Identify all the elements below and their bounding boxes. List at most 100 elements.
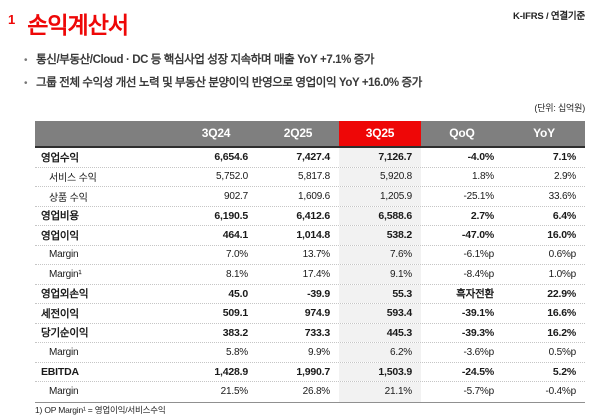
row-value: 1,609.6 (298, 190, 330, 202)
row-value: 7,126.7 (339, 148, 421, 167)
table-row: 서비스 수익 5,752.0 5,817.8 5,920.8 1.8% 2.9% (35, 167, 585, 187)
row-value: 6,412.6 (296, 209, 330, 222)
row-value: 9.9% (308, 346, 330, 358)
row-value: 16.6% (547, 307, 576, 320)
row-label: 영업비용 (41, 210, 79, 223)
row-label: 영업외손익 (41, 288, 89, 301)
row-value: 5.8% (226, 346, 248, 358)
table-header-label (35, 121, 175, 146)
table-header-2q25: 2Q25 (283, 126, 313, 140)
page-title: 손익계산서 (27, 12, 129, 38)
row-value: 1,428.9 (214, 365, 248, 378)
row-value: 5.2% (552, 365, 576, 378)
table-row: 상품 수익 902.7 1,609.6 1,205.9 -25.1% 33.6% (35, 187, 585, 207)
table-row: 세전이익 509.1 974.9 593.4 -39.1% 16.6% (35, 304, 585, 324)
table-header-3q24: 3Q24 (201, 126, 231, 140)
row-value: 538.2 (339, 226, 421, 245)
row-value: 383.2 (222, 326, 248, 339)
table-row: Margin 7.0% 13.7% 7.6% -6.1%p 0.6%p (35, 245, 585, 265)
row-value: 445.3 (339, 323, 421, 342)
row-value: -5.7%p (463, 386, 495, 398)
table-row: Margin¹ 8.1% 17.4% 9.1% -8.4%p 1.0%p (35, 265, 585, 285)
row-value: 593.4 (339, 304, 421, 323)
bullet-item: 통신/부동산/Cloud · DC 등 핵심사업 성장 지속하며 매출 YoY … (24, 49, 422, 72)
row-value: 464.1 (222, 229, 248, 242)
row-value: 17.4% (302, 268, 331, 280)
table-header-qoq: QoQ (449, 126, 475, 140)
row-label: 서비스 수익 (49, 173, 97, 185)
row-value: -39.9 (307, 287, 330, 300)
row-value: 7,427.4 (296, 151, 330, 164)
row-value: 7.1% (552, 151, 576, 164)
title-row: 1 손익계산서 (8, 11, 129, 39)
row-label: Margin (49, 249, 79, 261)
row-value: 22.9% (547, 287, 576, 300)
row-value: -6.1%p (463, 249, 495, 261)
row-value: 6,654.6 (214, 151, 248, 164)
table-header-yoy: YoY (533, 126, 555, 140)
row-value: 21.1% (339, 382, 421, 402)
row-label: Margin (49, 346, 79, 358)
row-value: 21.5% (220, 386, 249, 398)
row-value: 733.3 (304, 326, 330, 339)
income-statement-table: 3Q24 2Q25 3Q25 QoQ YoY 영업수익 6,654.6 7,427.4 7,12… (35, 121, 585, 403)
row-value: -39.3% (461, 326, 494, 339)
row-value: 7.6% (339, 245, 421, 264)
row-label: 상품 수익 (49, 192, 88, 204)
row-label: Margin¹ (49, 268, 82, 280)
row-value: -4.0% (467, 151, 495, 164)
row-value: 5,817.8 (298, 171, 330, 183)
table-header-3q25: 3Q25 (339, 121, 421, 146)
row-value: 974.9 (304, 307, 330, 320)
row-value: -47.0% (461, 229, 494, 242)
table-row: 영업이익 464.1 1,014.8 538.2 -47.0% 16.0% (35, 226, 585, 246)
row-value: 6.2% (339, 343, 421, 362)
row-label: 세전이익 (41, 307, 79, 320)
row-value: -39.1% (461, 307, 494, 320)
row-value: 45.0 (228, 287, 248, 300)
row-value: 2.9% (554, 171, 576, 183)
table-row: Margin 21.5% 26.8% 21.1% -5.7%p -0.4%p (35, 382, 585, 402)
row-label: 당기순이익 (41, 327, 89, 340)
row-value: 8.1% (226, 268, 248, 280)
table-row: 영업비용 6,190.5 6,412.6 6,588.6 2.7% 6.4% (35, 206, 585, 226)
row-value: 7.0% (226, 249, 248, 261)
row-value: 1.8% (472, 171, 494, 183)
row-value: 흑자전환 (456, 288, 494, 301)
row-value: 1,503.9 (339, 362, 421, 381)
row-value: 16.0% (547, 229, 576, 242)
row-value: 0.6%p (548, 249, 577, 261)
row-value: 1.0%p (548, 268, 577, 280)
row-value: 902.7 (223, 190, 248, 202)
row-value: 0.5%p (548, 346, 577, 358)
bullet-item: 그룹 전체 수익성 개선 노력 및 부동산 분양이익 반영으로 영업이익 YoY… (24, 72, 422, 95)
summary-bullets: 통신/부동산/Cloud · DC 등 핵심사업 성장 지속하며 매출 YoY … (24, 49, 422, 95)
slide-number: 1 (8, 12, 16, 27)
row-value: 13.7% (302, 249, 331, 261)
row-value: 1,205.9 (339, 187, 421, 206)
row-value: -3.6%p (463, 346, 495, 358)
row-value: 16.2% (547, 326, 576, 339)
row-value: -24.5% (461, 365, 494, 378)
row-value: 1,014.8 (296, 229, 330, 242)
row-value: 5,920.8 (339, 167, 421, 186)
table-row: 영업수익 6,654.6 7,427.4 7,126.7 -4.0% 7.1% (35, 148, 585, 168)
row-label: 영업수익 (41, 151, 79, 164)
reporting-standard-label: K-IFRS / 연결기준 (513, 11, 585, 22)
table-row: Margin 5.8% 9.9% 6.2% -3.6%p 0.5%p (35, 343, 585, 363)
row-value: -8.4%p (463, 268, 495, 280)
row-value: 6,588.6 (339, 206, 421, 225)
row-value: 55.3 (339, 284, 421, 303)
table-row: 당기순이익 383.2 733.3 445.3 -39.3% 16.2% (35, 323, 585, 343)
table-header-row: 3Q24 2Q25 3Q25 QoQ YoY (35, 121, 585, 148)
row-value: 5,752.0 (216, 171, 248, 183)
row-label: Margin (49, 386, 79, 398)
bullet-text: 그룹 전체 수익성 개선 노력 및 부동산 분양이익 반영으로 영업이익 YoY… (36, 77, 422, 89)
row-value: -25.1% (463, 190, 495, 202)
row-value: 9.1% (339, 265, 421, 284)
footnote: 1) OP Margin¹ = 영업이익/서비스수익 (35, 405, 166, 415)
row-value: 26.8% (302, 386, 331, 398)
row-value: 1,990.7 (296, 365, 330, 378)
table-row: 영업외손익 45.0 -39.9 55.3 흑자전환 22.9% (35, 284, 585, 304)
